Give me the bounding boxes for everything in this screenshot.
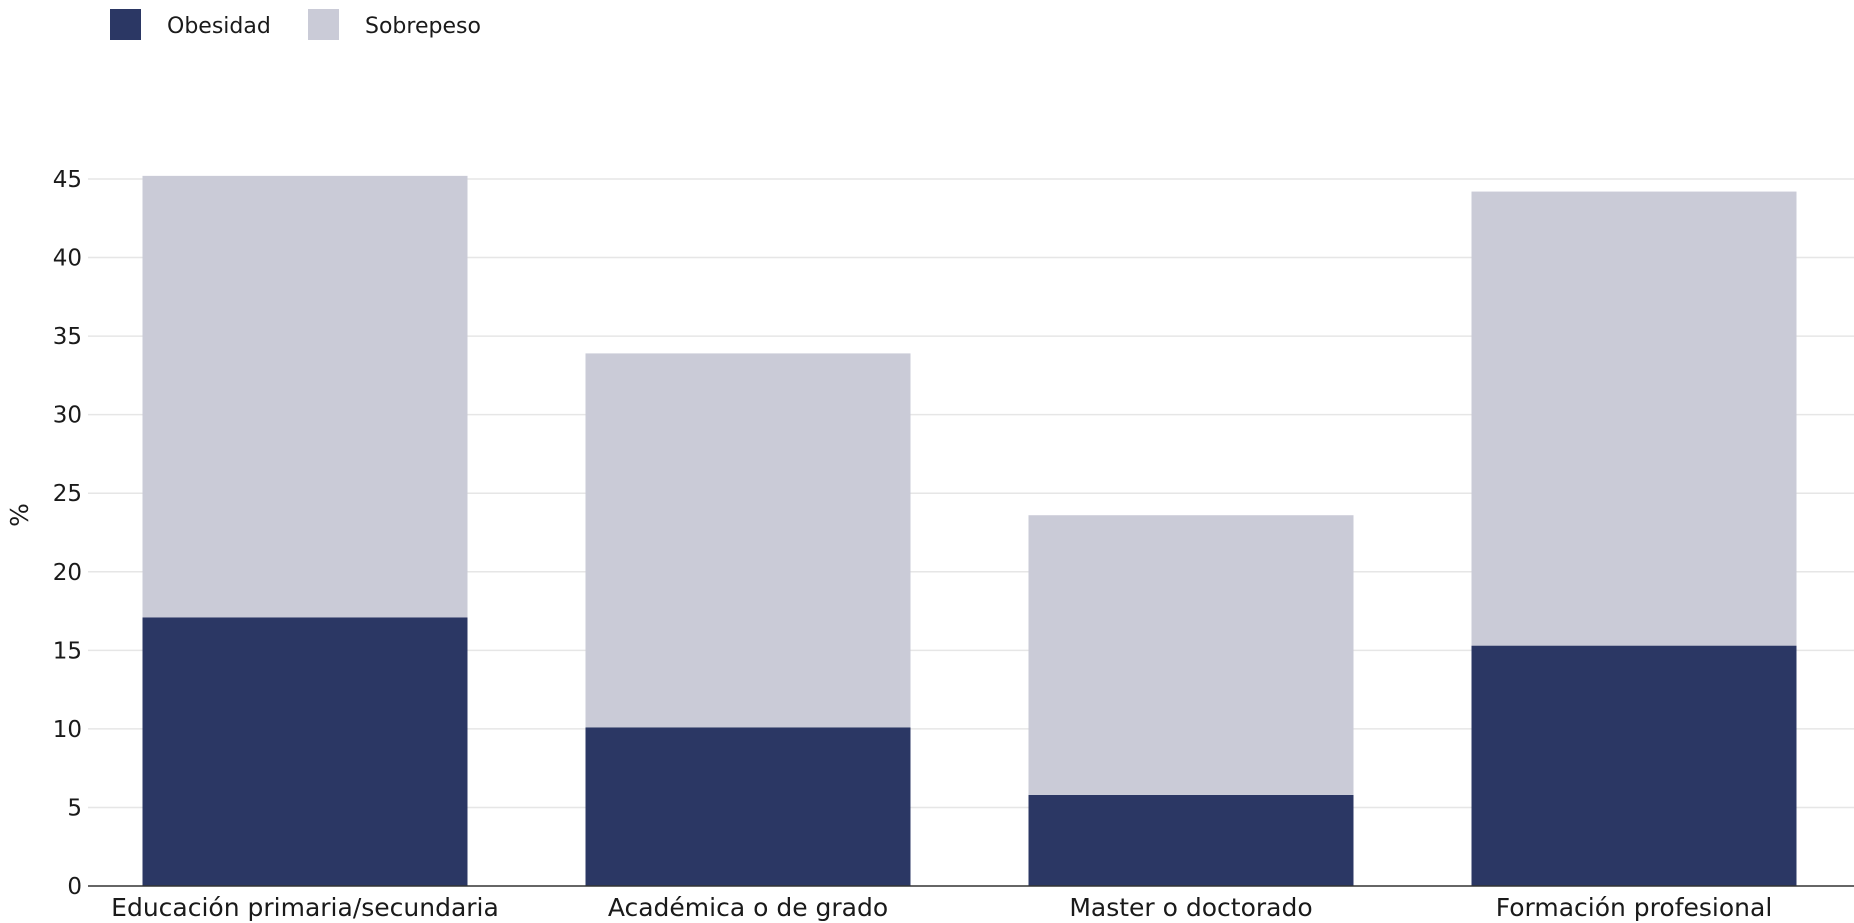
bar-obesidad-2 [1028,794,1354,886]
bars [142,175,1797,886]
legend-label-obesidad: Obesidad [167,14,271,39]
x-category-label: Educación primaria/secundaria [111,893,499,922]
bar-obesidad-3 [1471,645,1797,886]
y-tick-label: 40 [53,246,82,272]
y-tick-label: 0 [67,874,82,900]
y-axis-title: % [5,503,34,527]
y-tick-label: 10 [53,717,82,743]
bar-obesidad-1 [585,727,911,886]
legend: Obesidad Sobrepeso [110,9,481,40]
y-tick-label: 25 [53,481,82,507]
x-axis: Educación primaria/secundaria Académica o… [88,885,1854,922]
legend-swatch-obesidad [110,9,141,40]
bar-sobrepeso-3 [1471,191,1797,646]
legend-swatch-sobrepeso [308,9,339,40]
x-category-label: Académica o de grado [608,893,888,922]
bar-sobrepeso-1 [585,353,911,728]
y-tick-label: 5 [67,795,82,821]
y-tick-label: 30 [53,403,82,429]
bar-sobrepeso-2 [1028,515,1354,795]
legend-label-sobrepeso: Sobrepeso [365,14,481,39]
y-tick-label: 45 [53,167,82,193]
y-tick-label: 35 [53,324,82,350]
y-tick-label: 20 [53,560,82,586]
y-axis: 0 5 10 15 20 25 30 35 40 45 [53,167,82,900]
bar-sobrepeso-0 [142,175,468,618]
bar-obesidad-0 [142,617,468,886]
x-category-label: Formación profesional [1496,893,1773,922]
y-tick-label: 15 [53,638,82,664]
x-category-label: Master o doctorado [1069,893,1312,922]
